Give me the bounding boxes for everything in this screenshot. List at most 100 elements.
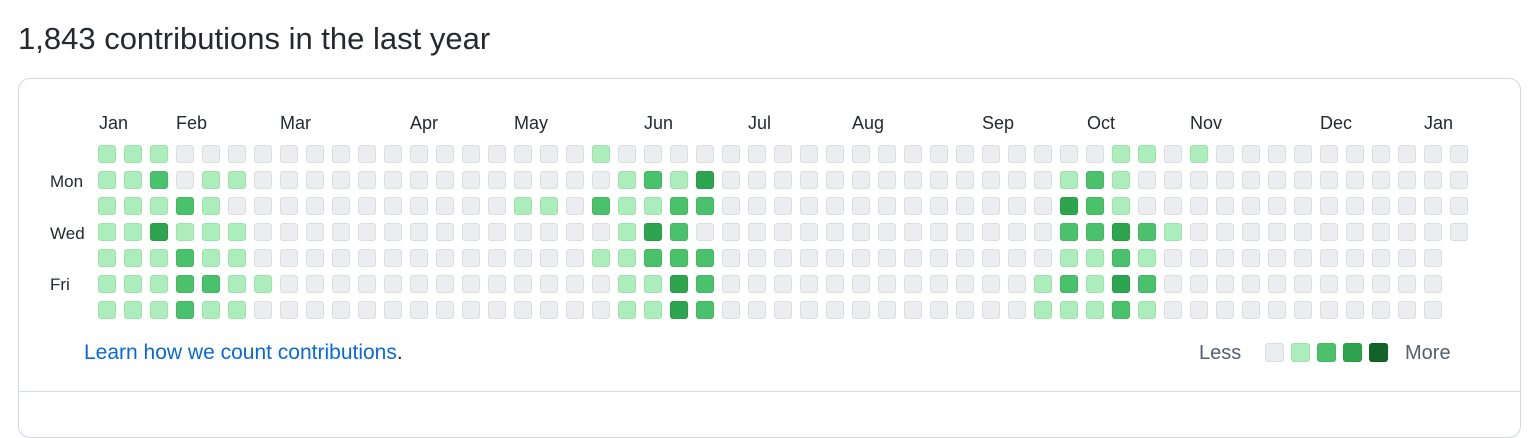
contribution-day-cell[interactable] bbox=[124, 249, 142, 267]
contribution-day-cell[interactable] bbox=[462, 275, 480, 293]
contribution-day-cell[interactable] bbox=[696, 171, 714, 189]
contribution-day-cell[interactable] bbox=[1086, 275, 1104, 293]
contribution-day-cell[interactable] bbox=[462, 197, 480, 215]
contribution-day-cell[interactable] bbox=[358, 145, 376, 163]
contribution-day-cell[interactable] bbox=[332, 301, 350, 319]
contribution-day-cell[interactable] bbox=[1060, 145, 1078, 163]
contribution-day-cell[interactable] bbox=[254, 197, 272, 215]
contribution-day-cell[interactable] bbox=[800, 275, 818, 293]
contribution-day-cell[interactable] bbox=[306, 249, 324, 267]
contribution-day-cell[interactable] bbox=[514, 171, 532, 189]
contribution-day-cell[interactable] bbox=[748, 249, 766, 267]
contribution-day-cell[interactable] bbox=[306, 197, 324, 215]
contribution-day-cell[interactable] bbox=[904, 301, 922, 319]
contribution-day-cell[interactable] bbox=[1112, 197, 1130, 215]
contribution-day-cell[interactable] bbox=[514, 301, 532, 319]
contribution-day-cell[interactable] bbox=[358, 197, 376, 215]
contribution-day-cell[interactable] bbox=[1060, 249, 1078, 267]
contribution-day-cell[interactable] bbox=[254, 171, 272, 189]
contribution-day-cell[interactable] bbox=[618, 275, 636, 293]
contribution-day-cell[interactable] bbox=[1008, 223, 1026, 241]
contribution-day-cell[interactable] bbox=[150, 249, 168, 267]
contribution-day-cell[interactable] bbox=[384, 301, 402, 319]
contribution-day-cell[interactable] bbox=[1398, 197, 1416, 215]
contribution-day-cell[interactable] bbox=[98, 301, 116, 319]
contribution-day-cell[interactable] bbox=[618, 145, 636, 163]
contribution-day-cell[interactable] bbox=[566, 197, 584, 215]
contribution-day-cell[interactable] bbox=[1138, 249, 1156, 267]
contribution-day-cell[interactable] bbox=[1112, 171, 1130, 189]
contribution-day-cell[interactable] bbox=[1138, 145, 1156, 163]
contribution-day-cell[interactable] bbox=[774, 249, 792, 267]
contribution-day-cell[interactable] bbox=[956, 275, 974, 293]
contribution-day-cell[interactable] bbox=[410, 249, 428, 267]
contribution-day-cell[interactable] bbox=[722, 223, 740, 241]
contribution-day-cell[interactable] bbox=[566, 275, 584, 293]
contribution-day-cell[interactable] bbox=[1112, 223, 1130, 241]
contribution-day-cell[interactable] bbox=[1320, 223, 1338, 241]
contribution-day-cell[interactable] bbox=[1034, 275, 1052, 293]
contribution-day-cell[interactable] bbox=[1138, 301, 1156, 319]
contribution-day-cell[interactable] bbox=[1372, 171, 1390, 189]
contribution-day-cell[interactable] bbox=[306, 171, 324, 189]
contribution-day-cell[interactable] bbox=[644, 145, 662, 163]
contribution-day-cell[interactable] bbox=[852, 197, 870, 215]
contribution-day-cell[interactable] bbox=[540, 301, 558, 319]
contribution-day-cell[interactable] bbox=[1242, 171, 1260, 189]
contribution-day-cell[interactable] bbox=[592, 223, 610, 241]
contribution-day-cell[interactable] bbox=[722, 171, 740, 189]
contribution-day-cell[interactable] bbox=[1268, 275, 1286, 293]
contribution-day-cell[interactable] bbox=[774, 301, 792, 319]
contribution-day-cell[interactable] bbox=[592, 171, 610, 189]
contribution-day-cell[interactable] bbox=[124, 301, 142, 319]
contribution-day-cell[interactable] bbox=[1008, 275, 1026, 293]
contribution-day-cell[interactable] bbox=[332, 249, 350, 267]
contribution-day-cell[interactable] bbox=[930, 145, 948, 163]
contribution-day-cell[interactable] bbox=[540, 275, 558, 293]
contribution-day-cell[interactable] bbox=[176, 223, 194, 241]
contribution-day-cell[interactable] bbox=[566, 249, 584, 267]
contribution-day-cell[interactable] bbox=[566, 171, 584, 189]
contribution-day-cell[interactable] bbox=[514, 223, 532, 241]
contribution-day-cell[interactable] bbox=[488, 275, 506, 293]
contribution-day-cell[interactable] bbox=[1164, 223, 1182, 241]
contribution-day-cell[interactable] bbox=[826, 145, 844, 163]
contribution-day-cell[interactable] bbox=[436, 197, 454, 215]
contribution-day-cell[interactable] bbox=[228, 223, 246, 241]
contribution-day-cell[interactable] bbox=[1060, 197, 1078, 215]
contribution-day-cell[interactable] bbox=[332, 197, 350, 215]
contribution-day-cell[interactable] bbox=[696, 249, 714, 267]
contribution-day-cell[interactable] bbox=[826, 249, 844, 267]
contribution-day-cell[interactable] bbox=[1268, 145, 1286, 163]
contribution-day-cell[interactable] bbox=[592, 145, 610, 163]
contribution-day-cell[interactable] bbox=[1060, 223, 1078, 241]
contribution-day-cell[interactable] bbox=[228, 275, 246, 293]
contribution-day-cell[interactable] bbox=[1060, 171, 1078, 189]
contribution-day-cell[interactable] bbox=[1398, 171, 1416, 189]
contribution-day-cell[interactable] bbox=[826, 197, 844, 215]
contribution-day-cell[interactable] bbox=[202, 145, 220, 163]
contribution-day-cell[interactable] bbox=[670, 145, 688, 163]
contribution-day-cell[interactable] bbox=[1138, 171, 1156, 189]
contribution-day-cell[interactable] bbox=[280, 197, 298, 215]
contribution-day-cell[interactable] bbox=[800, 249, 818, 267]
contribution-day-cell[interactable] bbox=[1346, 223, 1364, 241]
contribution-day-cell[interactable] bbox=[1372, 223, 1390, 241]
contribution-day-cell[interactable] bbox=[1216, 197, 1234, 215]
contribution-day-cell[interactable] bbox=[1346, 301, 1364, 319]
contribution-day-cell[interactable] bbox=[1242, 197, 1260, 215]
contribution-day-cell[interactable] bbox=[644, 223, 662, 241]
contribution-day-cell[interactable] bbox=[202, 301, 220, 319]
contribution-day-cell[interactable] bbox=[384, 223, 402, 241]
contribution-day-cell[interactable] bbox=[1060, 301, 1078, 319]
contribution-day-cell[interactable] bbox=[1086, 223, 1104, 241]
contribution-day-cell[interactable] bbox=[774, 171, 792, 189]
contribution-day-cell[interactable] bbox=[410, 145, 428, 163]
contribution-day-cell[interactable] bbox=[436, 223, 454, 241]
contribution-day-cell[interactable] bbox=[592, 249, 610, 267]
contribution-day-cell[interactable] bbox=[124, 223, 142, 241]
contribution-day-cell[interactable] bbox=[670, 249, 688, 267]
contribution-day-cell[interactable] bbox=[1008, 301, 1026, 319]
contribution-day-cell[interactable] bbox=[748, 275, 766, 293]
contribution-day-cell[interactable] bbox=[1450, 197, 1468, 215]
